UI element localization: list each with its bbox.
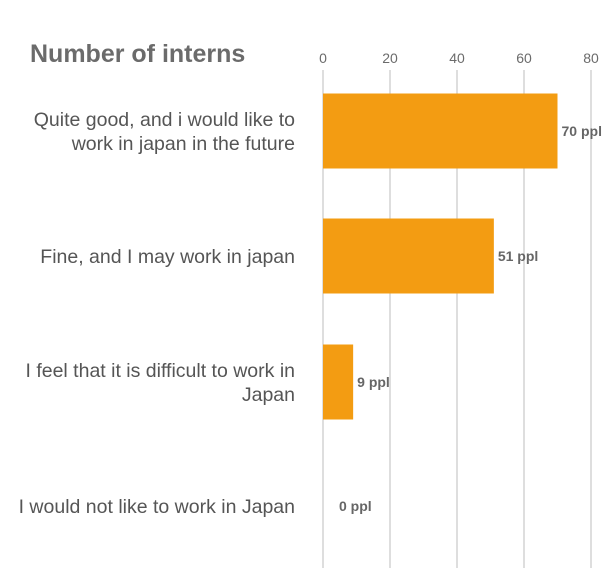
category-label-line: Fine, and I may work in japan xyxy=(40,246,295,268)
category-label-line: I feel that it is difficult to work in xyxy=(25,360,295,382)
x-tick-label: 60 xyxy=(516,50,532,66)
value-label: 70 ppl xyxy=(562,123,602,139)
bar xyxy=(323,344,354,420)
category-label: I feel that it is difficult to work in Ja… xyxy=(25,360,295,406)
x-tick-label: 80 xyxy=(583,50,599,66)
x-tick-label: 0 xyxy=(319,50,327,66)
chart-title: Number of interns xyxy=(30,40,245,68)
category-labels: Quite good, and i would like to work in j… xyxy=(19,109,296,518)
bar xyxy=(323,93,558,169)
category-label-line: Quite good, and i would like to xyxy=(34,109,295,131)
category-label: I would not like to work in Japan xyxy=(19,496,295,518)
x-tick-label: 20 xyxy=(382,50,398,66)
category-label: Quite good, and i would like to work in j… xyxy=(34,109,295,155)
value-labels: 70 ppl 51 ppl 9 ppl 0 ppl xyxy=(339,123,602,514)
x-axis-ticks: 0 20 40 60 80 xyxy=(319,50,599,66)
bar xyxy=(323,218,494,294)
category-label-line: work in japan in the future xyxy=(71,133,295,155)
category-label-line: I would not like to work in Japan xyxy=(19,496,295,518)
value-label: 51 ppl xyxy=(498,248,538,264)
value-label: 0 ppl xyxy=(339,498,372,514)
bars xyxy=(323,93,558,420)
x-tick-label: 40 xyxy=(449,50,465,66)
value-label: 9 ppl xyxy=(357,374,390,390)
category-label: Fine, and I may work in japan xyxy=(40,246,295,268)
category-label-line: Japan xyxy=(242,384,295,406)
